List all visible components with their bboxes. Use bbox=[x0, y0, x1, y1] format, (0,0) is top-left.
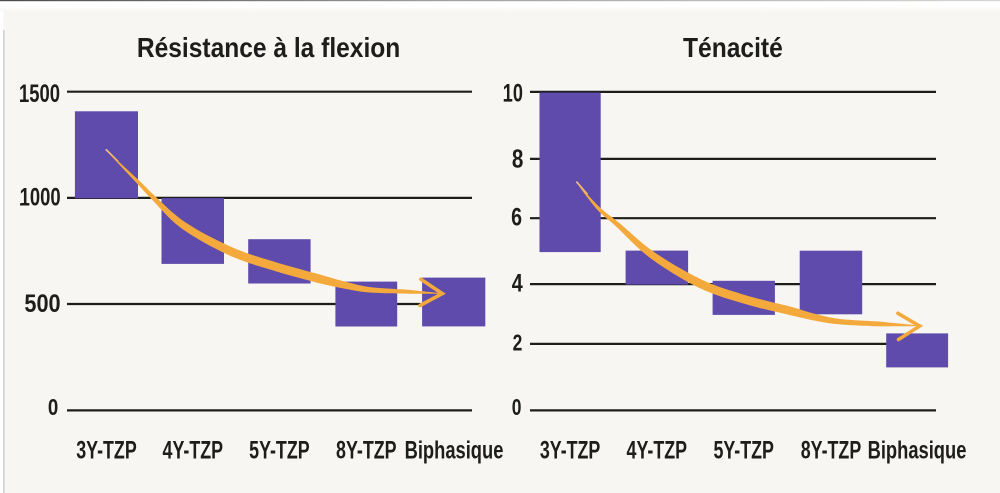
svg-text:4Y-TZP: 4Y-TZP bbox=[163, 436, 224, 464]
svg-text:8: 8 bbox=[512, 145, 524, 173]
svg-text:0: 0 bbox=[512, 394, 522, 420]
svg-text:3Y-TZP: 3Y-TZP bbox=[76, 436, 137, 464]
svg-text:Biphasique: Biphasique bbox=[405, 436, 504, 464]
svg-text:8Y-TZP: 8Y-TZP bbox=[801, 436, 862, 464]
svg-text:Biphasique: Biphasique bbox=[868, 436, 967, 464]
svg-text:4Y-TZP: 4Y-TZP bbox=[627, 436, 688, 464]
svg-text:0: 0 bbox=[48, 394, 58, 420]
svg-text:Résistance à la flexion: Résistance à la flexion bbox=[137, 32, 400, 63]
svg-text:6: 6 bbox=[511, 203, 522, 231]
svg-text:Ténacité: Ténacité bbox=[683, 32, 783, 63]
svg-text:5Y-TZP: 5Y-TZP bbox=[249, 436, 310, 464]
svg-text:1000: 1000 bbox=[20, 184, 61, 212]
svg-text:1500: 1500 bbox=[19, 80, 60, 108]
svg-text:5Y-TZP: 5Y-TZP bbox=[713, 436, 774, 464]
svg-text:4: 4 bbox=[512, 270, 523, 298]
svg-text:10: 10 bbox=[503, 81, 523, 108]
svg-text:3Y-TZP: 3Y-TZP bbox=[540, 436, 601, 464]
svg-text:500: 500 bbox=[24, 290, 60, 318]
svg-text:8Y-TZP: 8Y-TZP bbox=[336, 436, 397, 464]
svg-text:2: 2 bbox=[513, 330, 523, 356]
